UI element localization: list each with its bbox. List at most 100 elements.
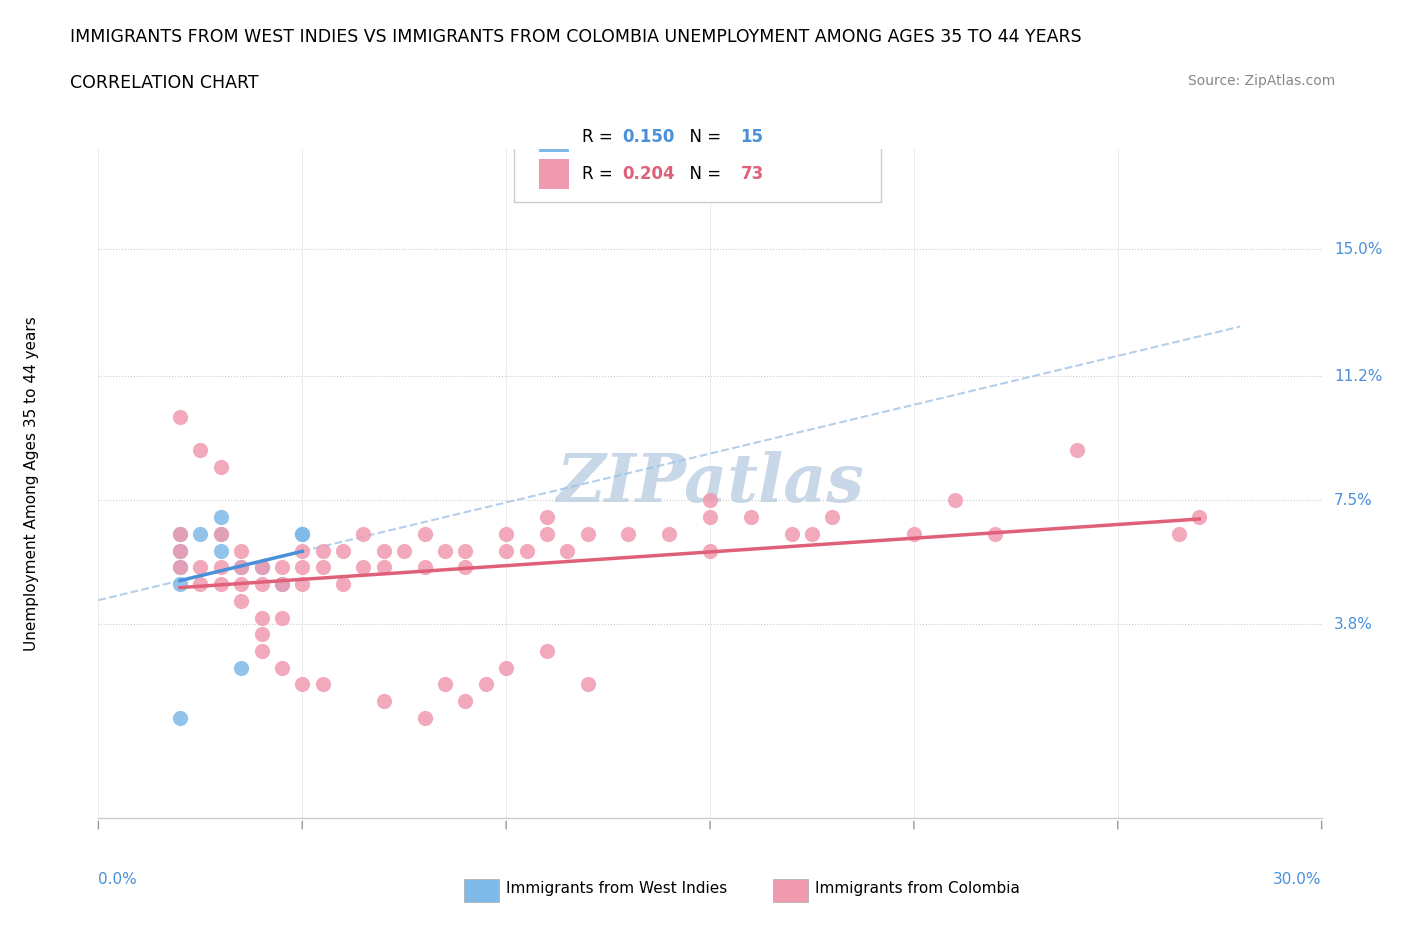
Point (352, 526, 374, 541)
Point (169, 577, 191, 591)
Point (291, 526, 314, 541)
Point (188, 577, 212, 591)
Point (536, 526, 558, 541)
FancyBboxPatch shape (515, 102, 882, 203)
Point (332, 577, 354, 591)
Point (413, 711, 436, 725)
Point (617, 526, 640, 541)
Point (801, 526, 824, 541)
Text: 11.2%: 11.2% (1334, 369, 1382, 384)
Point (270, 560, 294, 575)
Point (536, 644, 558, 658)
Point (231, 577, 253, 591)
Point (454, 694, 477, 709)
Point (250, 627, 273, 642)
Point (169, 526, 191, 541)
FancyBboxPatch shape (538, 122, 569, 153)
Point (495, 660, 517, 675)
Point (413, 526, 436, 541)
Point (943, 493, 966, 508)
Text: 3.8%: 3.8% (1334, 617, 1372, 631)
Text: R =: R = (582, 127, 617, 146)
Text: CORRELATION CHART: CORRELATION CHART (70, 74, 259, 92)
Point (536, 510, 558, 525)
Point (474, 677, 498, 692)
Point (169, 560, 191, 575)
Point (454, 543, 477, 558)
Point (250, 560, 273, 575)
Text: N =: N = (679, 165, 727, 182)
Point (209, 543, 232, 558)
Point (169, 543, 191, 558)
Point (699, 543, 721, 558)
Point (231, 560, 253, 575)
Point (780, 526, 803, 541)
Point (231, 560, 253, 575)
Point (1167, 526, 1189, 541)
Point (209, 526, 232, 541)
Point (188, 443, 212, 458)
Point (373, 694, 395, 709)
Point (413, 560, 436, 575)
Point (454, 560, 477, 575)
Point (312, 677, 335, 692)
Point (250, 644, 273, 658)
Point (209, 526, 232, 541)
Point (312, 560, 335, 575)
Point (1066, 443, 1088, 458)
Text: 0.204: 0.204 (621, 165, 675, 182)
Point (699, 493, 721, 508)
Point (250, 560, 273, 575)
Point (169, 560, 191, 575)
Point (373, 543, 395, 558)
Text: Unemployment Among Ages 35 to 44 years: Unemployment Among Ages 35 to 44 years (24, 316, 38, 651)
Point (903, 526, 925, 541)
Point (1188, 510, 1211, 525)
Text: 15.0%: 15.0% (1334, 242, 1382, 257)
Point (495, 526, 517, 541)
Point (332, 543, 354, 558)
Point (434, 543, 457, 558)
Point (270, 577, 294, 591)
Point (231, 543, 253, 558)
Point (270, 577, 294, 591)
Point (250, 577, 273, 591)
Point (291, 543, 314, 558)
Text: Immigrants from Colombia: Immigrants from Colombia (815, 881, 1021, 896)
Point (270, 610, 294, 625)
Text: Immigrants from West Indies: Immigrants from West Indies (506, 881, 727, 896)
Point (250, 610, 273, 625)
Point (169, 526, 191, 541)
Point (312, 543, 335, 558)
Text: Source: ZipAtlas.com: Source: ZipAtlas.com (1188, 74, 1336, 88)
Point (291, 560, 314, 575)
Point (209, 577, 232, 591)
Point (821, 510, 844, 525)
Point (291, 526, 314, 541)
Point (373, 560, 395, 575)
Point (169, 409, 191, 424)
Point (169, 543, 191, 558)
Text: R =: R = (582, 165, 617, 182)
Point (291, 577, 314, 591)
Point (516, 543, 538, 558)
Point (231, 660, 253, 675)
Point (188, 526, 212, 541)
Point (699, 510, 721, 525)
Point (434, 677, 457, 692)
Point (576, 677, 599, 692)
Text: 30.0%: 30.0% (1274, 872, 1322, 887)
Point (576, 526, 599, 541)
Point (169, 711, 191, 725)
Text: 15: 15 (741, 127, 763, 146)
FancyBboxPatch shape (538, 159, 569, 189)
Point (291, 677, 314, 692)
Point (555, 543, 579, 558)
Text: ZIPatlas: ZIPatlas (557, 451, 863, 516)
Text: 0.0%: 0.0% (98, 872, 138, 887)
Point (495, 543, 517, 558)
Point (188, 560, 212, 575)
Point (352, 560, 374, 575)
Point (209, 560, 232, 575)
Text: IMMIGRANTS FROM WEST INDIES VS IMMIGRANTS FROM COLOMBIA UNEMPLOYMENT AMONG AGES : IMMIGRANTS FROM WEST INDIES VS IMMIGRANT… (70, 28, 1083, 46)
